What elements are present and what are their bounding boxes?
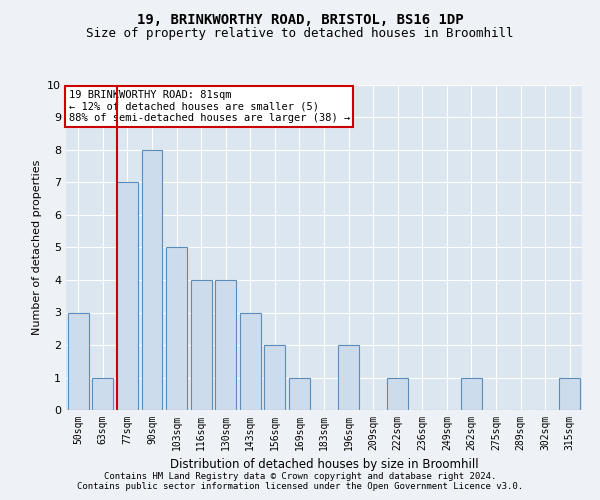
Bar [265,345,286,410]
Text: Contains public sector information licensed under the Open Government Licence v3: Contains public sector information licen… [77,482,523,491]
Bar [166,248,187,410]
Text: 19, BRINKWORTHY ROAD, BRISTOL, BS16 1DP: 19, BRINKWORTHY ROAD, BRISTOL, BS16 1DP [137,12,463,26]
Bar [559,378,580,410]
Bar [289,378,310,410]
Bar [461,378,482,410]
Bar [117,182,138,410]
Bar [68,312,89,410]
Y-axis label: Number of detached properties: Number of detached properties [32,160,41,335]
Bar [142,150,163,410]
Bar [240,312,261,410]
Bar [387,378,408,410]
Bar [338,345,359,410]
Bar [215,280,236,410]
Text: 19 BRINKWORTHY ROAD: 81sqm
← 12% of detached houses are smaller (5)
88% of semi-: 19 BRINKWORTHY ROAD: 81sqm ← 12% of deta… [68,90,350,123]
Bar [92,378,113,410]
X-axis label: Distribution of detached houses by size in Broomhill: Distribution of detached houses by size … [170,458,478,471]
Text: Contains HM Land Registry data © Crown copyright and database right 2024.: Contains HM Land Registry data © Crown c… [104,472,496,481]
Bar [191,280,212,410]
Text: Size of property relative to detached houses in Broomhill: Size of property relative to detached ho… [86,28,514,40]
